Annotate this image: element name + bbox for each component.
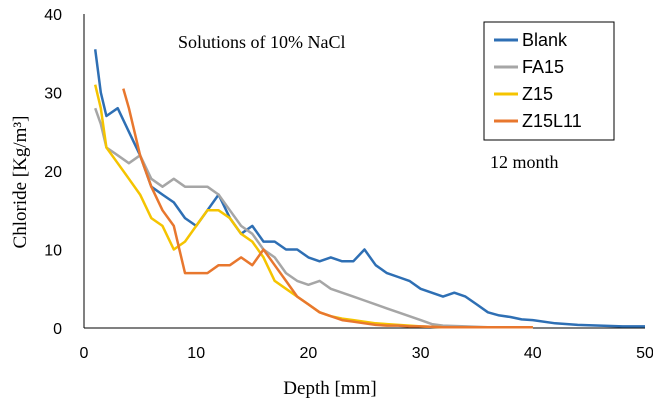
x-tick-label: 0 — [80, 345, 89, 362]
y-tick-label: 30 — [44, 86, 62, 103]
legend-label-blank: Blank — [522, 30, 568, 50]
legend-label-z15l11: Z15L11 — [522, 111, 582, 131]
chart-annotation-period: 12 month — [490, 152, 559, 172]
x-tick-label: 30 — [412, 345, 430, 362]
y-tick-label: 0 — [53, 321, 62, 338]
chart-annotation-title: Solutions of 10% NaCl — [178, 32, 346, 52]
series-line-fa15 — [94, 107, 533, 329]
y-tick-label: 40 — [44, 7, 62, 24]
y-axis-title: Chloride [Kg/m³] — [10, 116, 31, 249]
x-tick-label: 10 — [187, 345, 205, 362]
legend-items: Blank FA15 Z15 Z15L11 — [494, 30, 582, 131]
tick-labels: 0 10 20 30 40 50 0 10 20 30 40 — [44, 7, 653, 362]
x-tick-label: 50 — [636, 345, 653, 362]
x-tick-label: 40 — [524, 345, 542, 362]
series-line-blank — [93, 49, 645, 328]
legend: Blank FA15 Z15 Z15L11 — [483, 21, 615, 141]
x-tick-label: 20 — [300, 345, 318, 362]
x-axis-title: Depth [mm] — [283, 378, 376, 399]
legend-label-fa15: FA15 — [522, 57, 564, 77]
series-lines — [93, 49, 645, 329]
axes — [83, 14, 645, 329]
series-line-z15l11 — [122, 88, 533, 329]
y-tick-label: 10 — [44, 243, 62, 260]
y-tick-label: 20 — [44, 164, 62, 181]
legend-label-z15: Z15 — [522, 84, 553, 104]
